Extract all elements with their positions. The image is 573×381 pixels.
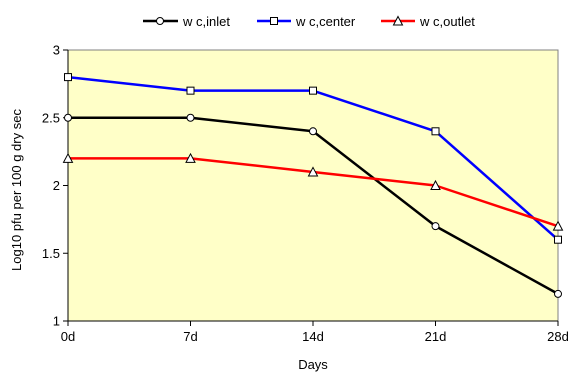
data-point-center (64, 73, 72, 82)
y-axis-title: Log10 pfu per 100 g dry sec (9, 109, 24, 271)
y-tick-label: 1.5 (42, 246, 60, 261)
series-layer (62, 73, 564, 298)
data-point-outlet (62, 152, 74, 163)
y-tick-label: 1 (53, 314, 60, 329)
data-point-center (309, 86, 317, 95)
x-tick-label: 7d (183, 329, 197, 344)
y-tick-label: 3 (53, 43, 60, 58)
legend-item-center: w c,center (257, 14, 356, 29)
data-point-inlet (186, 113, 195, 122)
legend-label-center: w c,center (295, 14, 356, 29)
data-point-outlet (307, 166, 319, 177)
data-point-inlet (309, 127, 317, 136)
legend-item-inlet: w c,inlet (143, 14, 230, 29)
data-point-center (554, 235, 562, 244)
x-tick-label: 14d (302, 329, 324, 344)
x-tick-label: 21d (425, 329, 447, 344)
legend-item-outlet: w c,outlet (381, 14, 475, 29)
x-axis-title: Days (298, 357, 328, 372)
data-point-outlet (185, 152, 196, 163)
y-axis-ticks: 1 1.5 2 2.5 3 (42, 43, 68, 329)
data-point-outlet (552, 220, 564, 231)
legend-label-outlet: w c,outlet (419, 14, 475, 29)
legend-label-inlet: w c,inlet (182, 14, 230, 29)
legend-marker-center (270, 17, 278, 25)
x-axis-ticks: 0d 7d 14d 21d 28d (61, 321, 569, 344)
data-point-inlet (64, 113, 72, 122)
data-point-inlet (431, 222, 440, 231)
data-point-center (431, 127, 440, 136)
x-tick-label: 0d (61, 329, 75, 344)
data-point-center (186, 86, 195, 95)
data-point-inlet (554, 289, 562, 298)
legend: w c,inlet w c,center w c,outlet (143, 14, 475, 29)
data-point-outlet (430, 179, 441, 190)
x-tick-label: 28d (547, 329, 569, 344)
plot-area (67, 49, 559, 322)
legend-marker-inlet (156, 17, 164, 25)
legend-marker-outlet (392, 15, 404, 26)
y-tick-label: 2 (53, 178, 60, 193)
y-tick-label: 2.5 (42, 110, 60, 125)
